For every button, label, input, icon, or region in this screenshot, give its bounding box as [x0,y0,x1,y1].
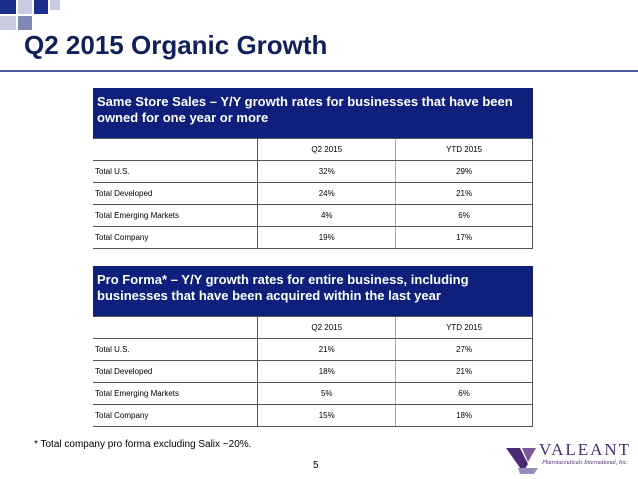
row-label: Total Developed [93,360,259,383]
pro-forma-header: Pro Forma* – Y/Y growth rates for entire… [93,266,533,316]
cell-ytd: 27% [395,338,533,361]
cell-ytd: 21% [395,182,533,205]
footnote: * Total company pro forma excluding Sali… [34,439,252,450]
table-row: Total Company 15% 18% [93,404,533,427]
column-header-q2: Q2 2015 [257,138,396,161]
corner-decoration [0,0,80,40]
logo-subtitle: Pharmaceuticals International, Inc. [542,460,628,466]
cell-q2: 32% [257,160,396,183]
table-row: Total Company 19% 17% [93,226,533,249]
logo-mark-icon [506,448,538,474]
cell-ytd: 6% [395,382,533,405]
row-label: Total Emerging Markets [93,204,259,227]
table-row: Total U.S. 21% 27% [93,338,533,361]
column-header-q2: Q2 2015 [257,316,396,339]
table-row: Total Emerging Markets 5% 6% [93,382,533,405]
same-store-header: Same Store Sales – Y/Y growth rates for … [93,88,533,138]
row-label: Total Company [93,404,259,427]
row-label: Total Emerging Markets [93,382,259,405]
cell-ytd: 29% [395,160,533,183]
cell-q2: 24% [257,182,396,205]
cell-ytd: 21% [395,360,533,383]
table-header-row: Q2 2015 YTD 2015 [93,138,533,161]
column-header-ytd: YTD 2015 [395,138,533,161]
table-row: Total Developed 18% 21% [93,360,533,383]
cell-q2: 15% [257,404,396,427]
cell-q2: 5% [257,382,396,405]
same-store-table: Q2 2015 YTD 2015 Total U.S. 32% 29% Tota… [93,138,533,249]
slide-title: Q2 2015 Organic Growth [24,30,328,60]
row-label: Total Developed [93,182,259,205]
cell-q2: 21% [257,338,396,361]
cell-q2: 18% [257,360,396,383]
table-row: Total U.S. 32% 29% [93,160,533,183]
cell-ytd: 6% [395,204,533,227]
pro-forma-section: Pro Forma* – Y/Y growth rates for entire… [93,266,533,427]
table-row: Total Developed 24% 21% [93,182,533,205]
cell-q2: 4% [257,204,396,227]
column-header-ytd: YTD 2015 [395,316,533,339]
title-divider [0,70,638,72]
pro-forma-table: Q2 2015 YTD 2015 Total U.S. 21% 27% Tota… [93,316,533,427]
row-label: Total U.S. [93,160,259,183]
row-label: Total U.S. [93,338,259,361]
valeant-logo: VALEANT Pharmaceuticals International, I… [506,436,638,479]
table-header-blank [93,316,259,339]
page-number: 5 [313,460,319,471]
cell-ytd: 17% [395,226,533,249]
row-label: Total Company [93,226,259,249]
cell-ytd: 18% [395,404,533,427]
cell-q2: 19% [257,226,396,249]
same-store-section: Same Store Sales – Y/Y growth rates for … [93,88,533,249]
table-header-blank [93,138,259,161]
table-header-row: Q2 2015 YTD 2015 [93,316,533,339]
logo-wordmark: VALEANT [539,440,632,459]
table-row: Total Emerging Markets 4% 6% [93,204,533,227]
